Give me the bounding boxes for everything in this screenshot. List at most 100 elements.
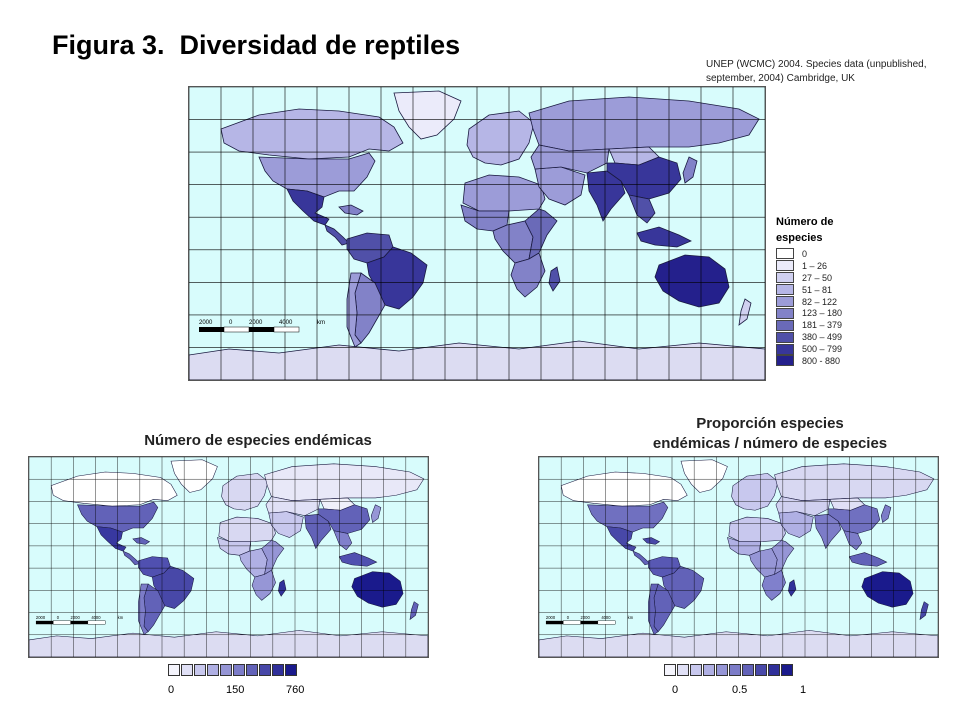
region-chile xyxy=(346,272,362,348)
legend-swatch xyxy=(776,272,794,284)
ramp-swatch xyxy=(285,664,297,676)
scale-bar-label: 2000 xyxy=(249,320,263,326)
legend-swatch xyxy=(776,284,794,296)
legend-label: 380 – 499 xyxy=(802,332,843,343)
proportion-tick-max: 1 xyxy=(800,684,807,696)
legend-swatch xyxy=(776,355,794,367)
endemic-map-title: Número de especies endémicas xyxy=(144,432,372,449)
endemic-proportion-map-svg: 2000 0 2000 4000 km xyxy=(539,457,938,657)
endemic-tick-mid: 150 xyxy=(226,684,245,696)
scale-bar-label: 4000 xyxy=(279,320,293,326)
scale-bar-label: 0 xyxy=(57,615,60,620)
scale-bar-label: 0 xyxy=(567,615,570,620)
legend-label: 123 – 180 xyxy=(802,308,843,319)
ramp-swatch xyxy=(220,664,232,676)
region-indonesia xyxy=(636,226,692,248)
proportion-tick-min: 0 xyxy=(672,684,679,696)
region-indonesia xyxy=(338,552,378,567)
source-line-2: september, 2004) Cambridge, UK xyxy=(706,73,855,84)
figure-title: Figura 3. Diversidad de reptiles xyxy=(52,30,461,60)
endemic-tick-max: 760 xyxy=(286,684,305,696)
legend-label: 1 – 26 xyxy=(802,260,828,271)
source-citation: UNEP (WCMC) 2004. Species data (unpublis… xyxy=(706,58,926,86)
region-southern-africa xyxy=(761,569,786,601)
legend-label: 51 – 81 xyxy=(802,284,833,295)
legend-row: 181 – 379 xyxy=(776,319,842,331)
legend-label: 800 - 880 xyxy=(802,355,841,366)
region-china xyxy=(318,504,371,534)
legend-swatch xyxy=(776,343,794,355)
legend-label: 181 – 379 xyxy=(802,320,843,331)
scale-bar-segment xyxy=(87,620,106,625)
region-japan xyxy=(682,156,698,184)
ramp-swatch xyxy=(664,664,676,676)
region-chile xyxy=(648,583,659,635)
species-richness-map: 2000 0 2000 4000 km xyxy=(188,86,766,381)
scale-bar-segment xyxy=(223,326,250,333)
ramp-swatch xyxy=(207,664,219,676)
region-madagascar xyxy=(788,579,797,597)
proportion-title-line-1: Proporción especies xyxy=(696,415,844,432)
ramp-swatch xyxy=(677,664,689,676)
legend-row: 123 – 180 xyxy=(776,307,842,319)
ramp-swatch xyxy=(233,664,245,676)
region-southern-africa xyxy=(510,252,546,298)
region-mexico xyxy=(286,188,330,226)
scale-bar: 2000 0 2000 4000 km xyxy=(35,615,124,625)
region-new-zealand xyxy=(738,298,752,326)
endemic-color-ramp xyxy=(168,664,298,676)
legend-row: 1 – 26 xyxy=(776,260,842,272)
region-mexico xyxy=(606,526,637,552)
legend-label: 82 – 122 xyxy=(802,296,838,307)
ramp-swatch xyxy=(781,664,793,676)
ramp-swatch xyxy=(259,664,271,676)
legend-row: 0 xyxy=(776,248,842,260)
endemic-ramp-ticks: 0 150 760 xyxy=(168,684,308,698)
scale-bar-segment xyxy=(53,620,71,625)
graticule xyxy=(29,457,428,657)
legend-row: 500 – 799 xyxy=(776,343,842,355)
ramp-swatch xyxy=(768,664,780,676)
scale-bar-label: 0 xyxy=(229,320,233,326)
legend-swatch xyxy=(776,260,794,272)
scale-bar-label: 2000 xyxy=(71,615,81,620)
legend-label: 500 – 799 xyxy=(802,344,843,355)
region-central-america xyxy=(632,550,651,566)
legend-title: Número de especies xyxy=(776,216,834,244)
scale-bar-segment xyxy=(597,620,616,625)
region-chile xyxy=(138,583,149,635)
legend-swatch xyxy=(776,319,794,331)
legend-label: 27 – 50 xyxy=(802,272,833,283)
region-new-zealand xyxy=(919,601,929,621)
proportion-color-ramp xyxy=(664,664,794,676)
scale-bar-label: km xyxy=(118,615,124,620)
region-japan xyxy=(370,504,382,524)
scale-bar-label: 4000 xyxy=(91,615,101,620)
region-southeast-asia xyxy=(628,194,656,224)
ramp-swatch xyxy=(755,664,767,676)
legend-row: 51 – 81 xyxy=(776,284,842,296)
proportion-title-line-2: endémicas / número de especies xyxy=(652,435,888,452)
region-central-america xyxy=(122,550,141,566)
region-greenland xyxy=(393,90,462,140)
endemic-proportion-map: 2000 0 2000 4000 km xyxy=(538,456,939,658)
region-japan xyxy=(880,504,892,524)
proportion-tick-mid: 0.5 xyxy=(732,684,748,696)
legend-swatch xyxy=(776,307,794,319)
legend-row: 380 – 499 xyxy=(776,331,842,343)
region-southeast-asia xyxy=(333,530,353,551)
source-line-1: UNEP (WCMC) 2004. Species data (unpublis… xyxy=(706,59,927,70)
endemic-tick-min: 0 xyxy=(168,684,175,696)
region-north-africa xyxy=(218,516,276,542)
region-madagascar xyxy=(278,579,287,597)
legend-swatch xyxy=(776,331,794,343)
proportion-ramp-ticks: 0 0.5 1 xyxy=(664,684,814,698)
ramp-swatch xyxy=(272,664,284,676)
region-new-zealand xyxy=(409,601,419,621)
scale-bar: 2000 0 2000 4000 km xyxy=(199,320,325,333)
scale-bar: 2000 0 2000 4000 km xyxy=(545,615,634,625)
region-central-america xyxy=(324,224,350,246)
ramp-swatch xyxy=(181,664,193,676)
scale-bar-segment xyxy=(273,326,300,333)
